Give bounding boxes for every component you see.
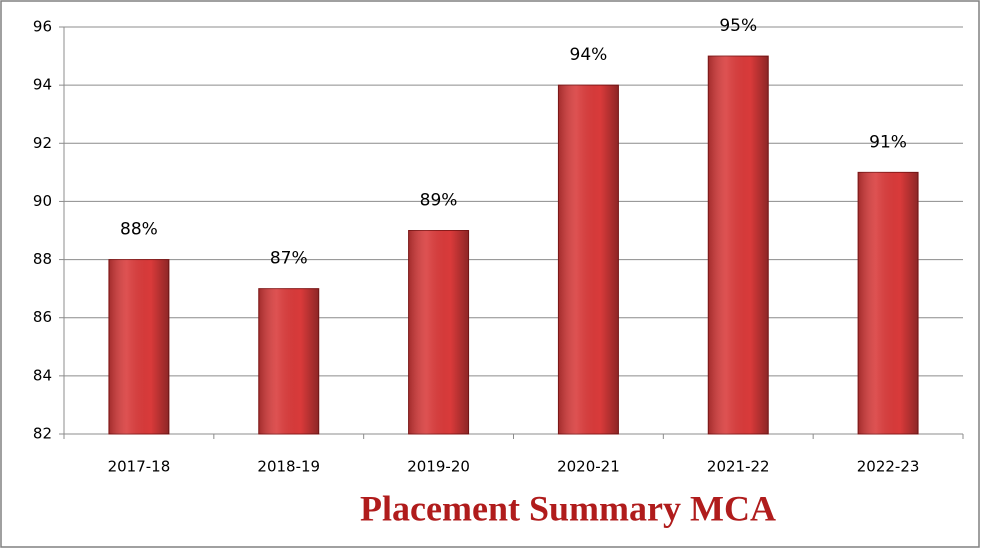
y-tick-label: 90 [33, 192, 52, 210]
data-label: 89% [420, 191, 458, 211]
x-tick-label: 2017-18 [108, 458, 171, 476]
y-tick-label: 96 [33, 18, 52, 36]
x-tick-label: 2020-21 [557, 458, 620, 476]
data-label: 95% [719, 16, 757, 36]
bar-shade [708, 56, 769, 434]
bar-shade [108, 259, 169, 434]
y-tick-label: 94 [33, 76, 52, 94]
y-tick-label: 92 [33, 134, 52, 152]
bar-shade [408, 230, 469, 434]
bar-shade [258, 288, 319, 434]
x-tick-label: 2019-20 [407, 458, 470, 476]
data-label: 87% [270, 249, 308, 269]
bar-shade [858, 172, 919, 434]
y-tick-label: 86 [33, 308, 52, 326]
bar-shade [558, 85, 619, 435]
x-tick-label: 2022-23 [857, 458, 920, 476]
y-tick-label: 84 [33, 366, 52, 384]
data-label: 88% [120, 220, 158, 240]
y-tick-label: 88 [33, 250, 52, 268]
data-label: 94% [570, 45, 608, 65]
x-tick-label: 2018-19 [257, 458, 320, 476]
x-tick-label: 2021-22 [707, 458, 770, 476]
data-label: 91% [869, 132, 907, 152]
chart-title: Placement Summary MCA [360, 488, 776, 528]
y-tick-label: 82 [33, 425, 52, 443]
